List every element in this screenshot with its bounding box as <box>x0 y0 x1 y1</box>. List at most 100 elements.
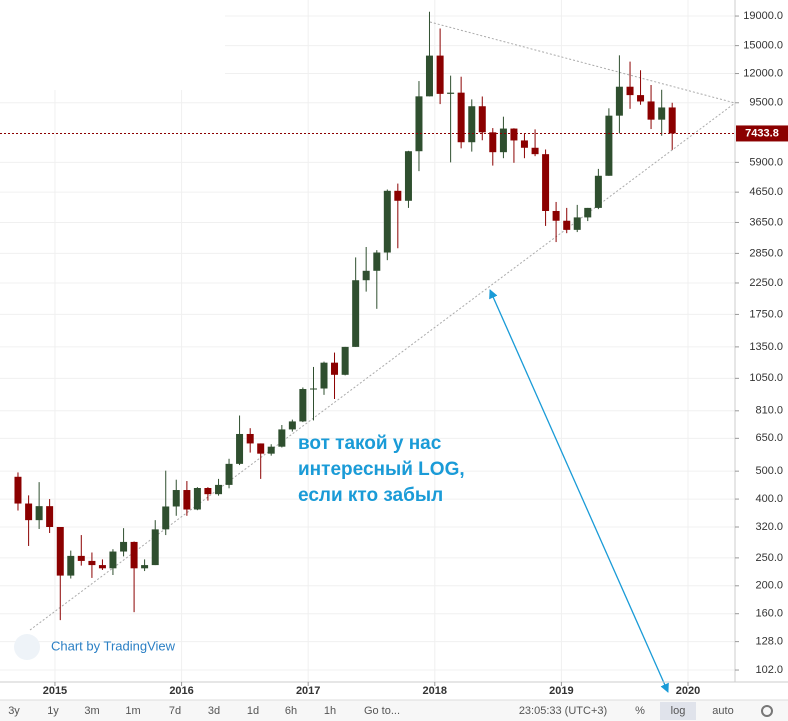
annotation-text: вот такой у нас <box>298 433 442 454</box>
y-tick-label: 2250.0 <box>749 277 783 289</box>
candle-body <box>341 346 349 375</box>
x-tick-label: 2017 <box>296 685 320 697</box>
candle-body <box>415 96 423 152</box>
percent-button[interactable]: % <box>635 705 645 717</box>
watermark-logo <box>14 634 40 660</box>
candle-body <box>457 92 465 143</box>
candle-body <box>320 362 328 389</box>
candle-body <box>172 490 180 507</box>
candles <box>14 11 676 621</box>
candle-body <box>499 128 507 153</box>
candle-body <box>109 551 117 569</box>
candle-body <box>647 101 655 120</box>
candle-body <box>626 86 634 96</box>
watermark: Chart by TradingView <box>51 638 176 653</box>
grid <box>0 0 735 682</box>
y-tick-label: 810.0 <box>755 405 783 417</box>
range-button[interactable]: 1d <box>247 705 259 717</box>
candle-body <box>162 506 170 530</box>
candle-body <box>67 555 75 576</box>
candle-body <box>478 106 486 133</box>
x-tick-label: 2020 <box>676 685 700 697</box>
candle-body <box>204 488 212 495</box>
candle-body <box>215 484 223 495</box>
y-tick-label: 3650.0 <box>749 216 783 228</box>
annotation-text: если кто забыл <box>298 485 443 506</box>
last-price-label: 7433.8 <box>745 127 779 139</box>
candle-body <box>246 433 254 444</box>
candle-body <box>542 154 550 211</box>
candle-body <box>257 443 265 454</box>
range-button[interactable]: 3y <box>8 705 20 717</box>
log-button[interactable]: log <box>671 705 686 717</box>
candle-body <box>25 503 33 521</box>
y-tick-label: 250.0 <box>755 552 783 564</box>
candle-body <box>225 463 233 485</box>
x-tick-label: 2015 <box>43 685 67 697</box>
y-tick-label: 2850.0 <box>749 247 783 259</box>
candle-body <box>288 421 296 430</box>
candle-body <box>584 207 592 218</box>
candle-body <box>56 526 64 576</box>
candle-body <box>14 476 22 504</box>
range-button[interactable]: 7d <box>169 705 181 717</box>
candle-body <box>552 210 560 221</box>
candle-body <box>193 488 201 510</box>
y-tick-label: 1350.0 <box>749 341 783 353</box>
log-button-bg <box>660 702 696 720</box>
y-tick-label: 650.0 <box>755 432 783 444</box>
candle-body <box>394 190 402 201</box>
candle-body <box>668 107 676 134</box>
candle-body <box>46 506 54 527</box>
y-tick-label: 160.0 <box>755 608 783 620</box>
candle-body <box>563 220 571 230</box>
y-tick-label: 128.0 <box>755 636 783 648</box>
range-button[interactable]: 1h <box>324 705 336 717</box>
x-tick-label: 2018 <box>423 685 447 697</box>
candle-body <box>637 95 645 102</box>
y-tick-label: 200.0 <box>755 580 783 592</box>
candle-body <box>130 541 138 569</box>
y-tick-label: 12000.0 <box>743 67 783 79</box>
candle-body <box>299 389 307 422</box>
candle-body <box>77 555 85 561</box>
y-tick-label: 1750.0 <box>749 308 783 320</box>
range-button[interactable]: 3d <box>208 705 220 717</box>
toolbar <box>0 700 788 721</box>
y-tick-label: 400.0 <box>755 493 783 505</box>
candle-body <box>468 106 476 143</box>
auto-button[interactable]: auto <box>712 705 733 717</box>
candle-body <box>35 506 43 521</box>
candle-body <box>309 388 317 390</box>
range-button[interactable]: 1m <box>125 705 140 717</box>
candle-body <box>425 55 433 97</box>
y-tick-label: 4650.0 <box>749 186 783 198</box>
candle-body <box>362 270 370 281</box>
y-tick-label: 5900.0 <box>749 156 783 168</box>
annotation-text: интересный LOG, <box>298 459 465 480</box>
candle-body <box>88 560 96 566</box>
candle-body <box>98 565 106 569</box>
range-button[interactable]: 1y <box>47 705 59 717</box>
candle-body <box>658 107 666 120</box>
clock: 23:05:33 (UTC+3) <box>519 705 607 717</box>
candle-body <box>436 55 444 94</box>
toolbar-items: 3y 1y 3m 1m 7d 3d 1d 6h 1h Go to... 23:05:33 (UTC+… <box>8 702 773 720</box>
candle-body <box>447 92 455 94</box>
trend-line <box>29 102 736 631</box>
y-tick-label: 320.0 <box>755 521 783 533</box>
y-tick-label: 500.0 <box>755 465 783 477</box>
x-tick-label: 2019 <box>549 685 573 697</box>
candle-body <box>605 115 613 176</box>
y-tick-label: 102.0 <box>755 664 783 676</box>
candle-body <box>573 217 581 230</box>
candle-body <box>404 151 412 201</box>
legend-cover <box>0 0 225 90</box>
trend-line <box>429 21 736 104</box>
goto-button[interactable]: Go to... <box>364 705 400 717</box>
candle-body <box>278 429 286 447</box>
range-button[interactable]: 6h <box>285 705 297 717</box>
settings-button[interactable] <box>761 705 773 717</box>
range-button[interactable]: 3m <box>84 705 99 717</box>
